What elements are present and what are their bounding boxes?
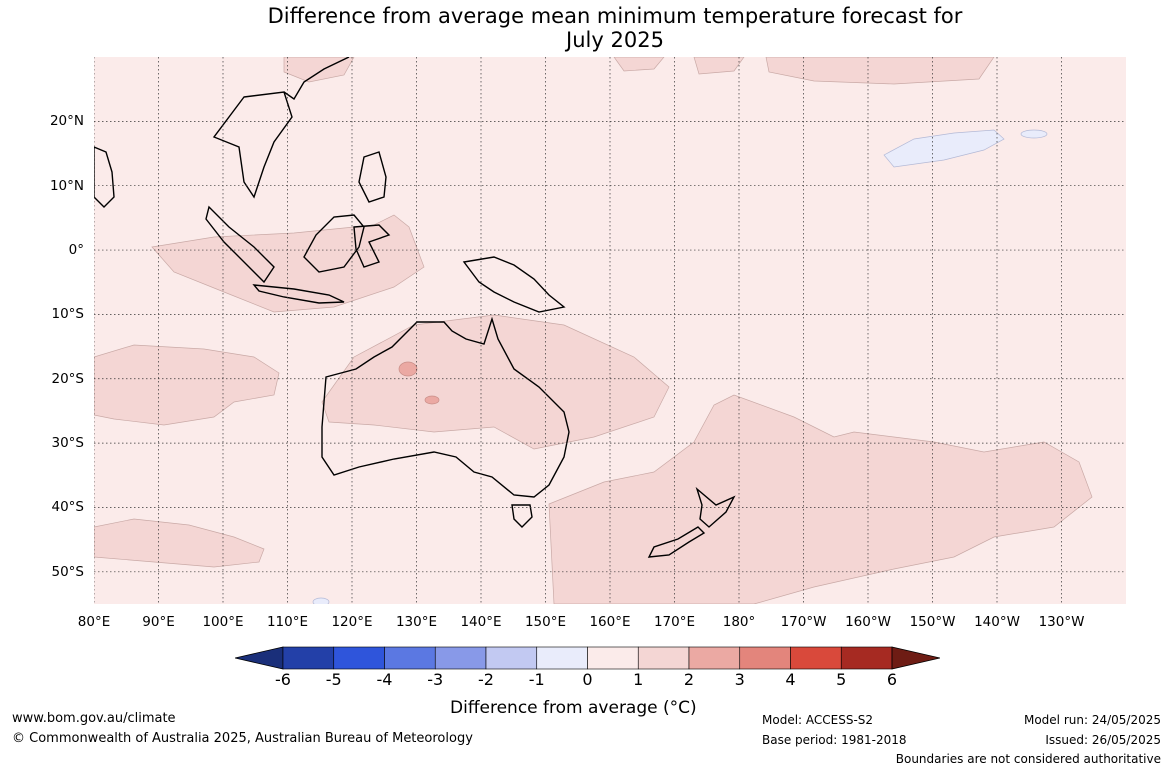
colorbar-tick-label: -3 [427, 670, 444, 689]
colorbar-tick-label: 5 [836, 670, 847, 689]
colorbar-tick-label: -2 [478, 670, 494, 689]
longitude-label: 170°W [780, 614, 827, 630]
colorbar-tick-label: 3 [734, 670, 745, 689]
colorbar-bin [840, 646, 893, 670]
colorbar-tick-label: -5 [325, 670, 342, 689]
anomaly-area-indian-ocean [94, 344, 280, 426]
colorbar-bin [790, 646, 842, 670]
coastlines [94, 57, 736, 558]
forecast-map [94, 57, 1126, 604]
website-text: www.bom.gov.au/climate [12, 711, 176, 726]
australia-coastline [321, 316, 570, 498]
indochina-coastline [212, 91, 293, 199]
issued-text: Issued: 26/05/2025 [1045, 733, 1161, 747]
longitude-label: 140°W [974, 614, 1020, 630]
colorbar-bin [739, 646, 791, 670]
java-coastline [252, 284, 345, 304]
longitude-label: 80°E [77, 614, 111, 630]
longitude-label: 170°E [653, 614, 696, 630]
anomaly-spot-cool-1 [1020, 129, 1048, 139]
copyright-text: © Commonwealth of Australia 2025, Austra… [12, 731, 473, 746]
latitude-label: 30°S [51, 435, 85, 452]
disclaimer-text: Boundaries are not considered authoritat… [895, 752, 1161, 766]
colorbar-tick-label: -6 [275, 670, 291, 689]
latitude-label: 10°S [51, 306, 85, 323]
colorbar-bin [384, 646, 436, 670]
colorbar-tick-label: -1 [528, 670, 545, 689]
longitude-label: 130°W [1038, 614, 1085, 630]
colorbar [235, 646, 940, 670]
latitude-label: 40°S [51, 499, 85, 516]
colorbar-bin [485, 646, 538, 670]
model-text: Model: ACCESS-S2 [762, 713, 874, 727]
latitude-label: 20°N [49, 113, 84, 130]
colorbar-tick-label: 0 [582, 670, 593, 689]
colorbar-bin [688, 646, 741, 670]
colorbar-tick-label: -4 [376, 670, 393, 689]
title-line-2: July 2025 [566, 28, 664, 52]
title-line-1: Difference from average mean minimum tem… [267, 4, 963, 28]
latitude-label: 20°S [51, 370, 85, 387]
anomaly-area-north-pacific-4 [765, 57, 995, 85]
anomaly-area-north-pacific-3 [693, 57, 745, 75]
india-coastline [94, 146, 115, 208]
anomaly-area-equatorial [151, 214, 425, 313]
new-zealand-north-coastline [695, 486, 736, 528]
sumatra-coastline [205, 205, 275, 284]
china-coastline [283, 57, 350, 101]
colorbar-tick-label: 4 [785, 670, 796, 689]
map-canvas [94, 57, 1126, 604]
base-period-text: Base period: 1981-2018 [762, 733, 907, 747]
tasmania-coastline [511, 504, 533, 528]
longitude-label: 140°E [460, 614, 502, 630]
new-zealand-south-coastline [647, 526, 706, 558]
longitude-label: 110°E [266, 614, 309, 630]
longitude-label: 160°W [845, 614, 891, 630]
anomaly-1-to-2-areas [94, 57, 1093, 604]
colorbar-tick-label: 1 [633, 670, 644, 689]
longitude-label: 90°E [142, 614, 175, 630]
colorbar-bin [434, 646, 487, 670]
anomaly-area-north-pacific-2 [613, 57, 665, 72]
new-guinea-coastline [462, 256, 566, 313]
colorbar-bin [282, 646, 335, 670]
anomaly-area-tasman-pacific [548, 394, 1093, 604]
colorbar-below-arrow [235, 646, 284, 670]
latitude-label: 0° [68, 242, 84, 259]
philippines-coastline [358, 151, 387, 203]
colorbar-bin [333, 646, 385, 670]
anomaly-area-north-pacific-cool [883, 129, 1005, 168]
anomaly-2-to-3-spots [398, 361, 440, 405]
longitude-label: 100°E [202, 614, 244, 630]
longitude-label: 150°W [909, 614, 956, 630]
anomaly-area-southern-indian [94, 518, 265, 568]
borneo-coastline [303, 214, 365, 273]
anomaly-area-north-pacific-1 [283, 57, 355, 83]
colorbar-tick-label: 6 [886, 670, 898, 689]
anomaly-area-australia [321, 314, 670, 450]
graticule [94, 57, 1126, 604]
latitude-label: 50°S [51, 563, 85, 580]
colorbar-bin [637, 646, 690, 670]
longitude-label: 180° [722, 614, 756, 630]
colorbar-bins [235, 646, 940, 670]
latitude-label: 10°N [49, 177, 84, 194]
colorbar-tick-label: 2 [683, 670, 695, 689]
longitude-label: 160°E [589, 614, 631, 630]
anomaly-minus1-to-0-areas [312, 129, 1048, 604]
longitude-label: 130°E [395, 614, 438, 630]
colorbar-bin [536, 646, 588, 670]
anomaly-spot-1 [398, 361, 418, 377]
longitude-label: 120°E [331, 614, 373, 630]
anomaly-spot-cool-2 [312, 597, 330, 604]
colorbar-label: Difference from average (°C) [450, 698, 697, 718]
longitude-label: 150°E [524, 614, 567, 630]
colorbar-above-arrow [891, 646, 940, 670]
anomaly-spot-2 [424, 395, 440, 405]
map-title: Difference from average mean minimum tem… [0, 4, 1173, 52]
sulawesi-coastline [353, 224, 391, 268]
colorbar-bin [587, 646, 639, 670]
model-run-text: Model run: 24/05/2025 [1023, 713, 1161, 727]
